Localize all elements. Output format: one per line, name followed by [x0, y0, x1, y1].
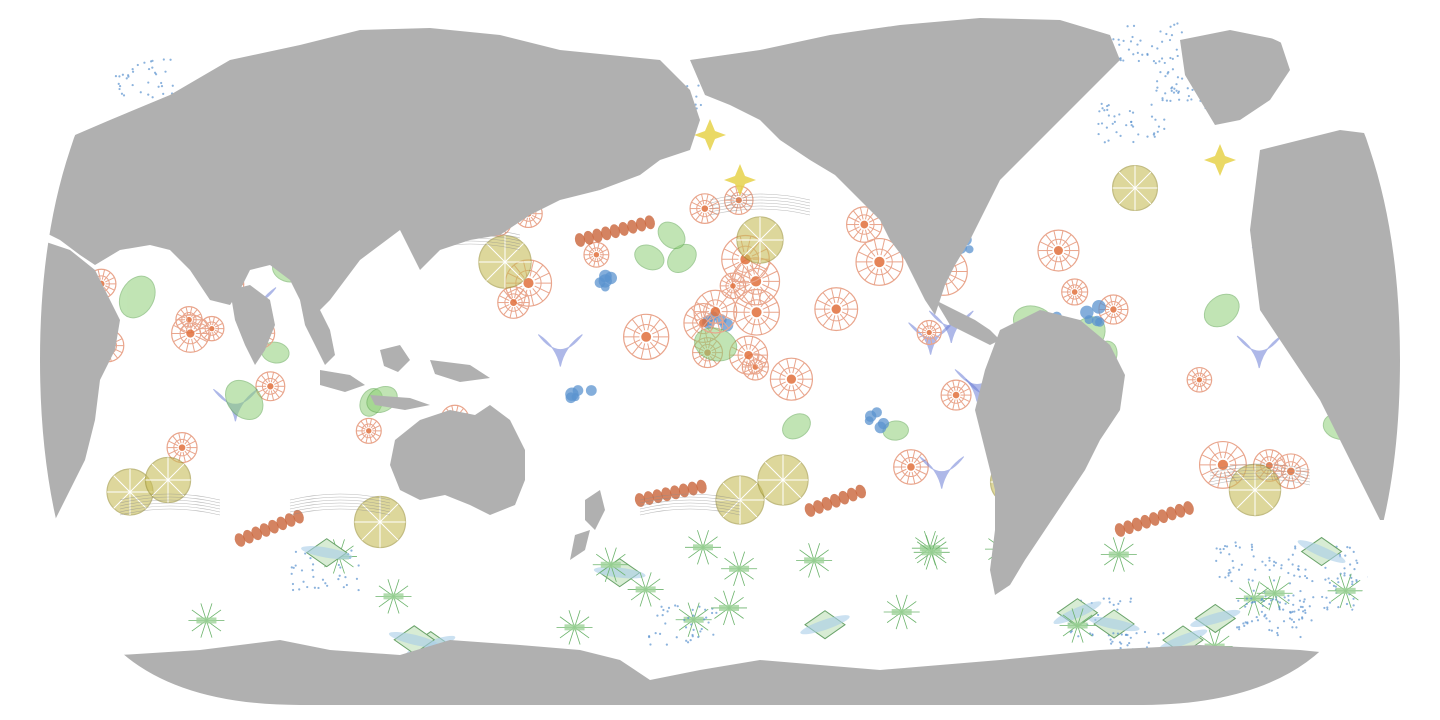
radiolarian-icon	[855, 237, 904, 286]
africa-landmass	[40, 240, 120, 520]
copepod-icon	[711, 590, 748, 626]
coccolith-cluster-icon	[1080, 299, 1106, 327]
radiolarian-icon	[355, 417, 382, 444]
dinoflagellate-icon	[1190, 603, 1241, 634]
radiolarian-icon	[583, 241, 610, 268]
radiolarian-icon	[623, 313, 670, 360]
stipple-dots	[1097, 102, 1166, 144]
south-america-landmass	[975, 310, 1125, 595]
copepod-icon	[1059, 608, 1096, 643]
radiolarian-icon	[916, 319, 942, 346]
copepod-icon	[375, 579, 412, 614]
radiolarian-icon	[846, 206, 883, 243]
europe-africa-landmass	[1250, 130, 1400, 520]
dinoflagellate-icon	[1297, 536, 1346, 567]
stipple-dots	[1215, 541, 1283, 583]
greenland-landmass	[1180, 30, 1290, 125]
diatom-icon	[225, 379, 264, 421]
radiolarian-icon	[1098, 294, 1129, 325]
diatom-icon	[782, 413, 811, 440]
sketch-lines-icon	[119, 493, 221, 516]
radiolarian-icon	[689, 193, 721, 224]
centric-diatom-disc-icon	[353, 495, 407, 549]
india-landmass	[230, 285, 275, 365]
radiolarian-icon	[255, 371, 286, 402]
chain-diatom-icon	[1114, 501, 1194, 537]
pteropod-icon	[919, 456, 965, 489]
radiolarian-icon	[893, 449, 929, 485]
radiolarian-icon	[940, 379, 972, 411]
stipple-dots	[1112, 22, 1183, 65]
coccolith-cluster-icon	[594, 269, 618, 292]
centric-diatom-disc-icon	[144, 456, 192, 504]
dinoflagellate-icon	[301, 538, 353, 568]
coccolith-cluster-icon	[864, 407, 890, 434]
sketch-lines-icon	[639, 493, 741, 516]
centric-diatom-disc-icon	[736, 216, 784, 264]
antarctica-landmass	[40, 640, 1400, 705]
copepod-icon	[556, 610, 593, 645]
central-america-landmass	[935, 300, 1000, 345]
diatom-icon	[657, 221, 686, 250]
chain-diatom-icon	[804, 484, 867, 517]
radiolarian-icon	[199, 315, 225, 342]
copepod-icon	[721, 551, 758, 587]
north-america-landmass	[690, 18, 1120, 315]
sketch-lines-icon	[289, 493, 391, 516]
eurasia-landmass	[40, 28, 700, 320]
copepod-icon	[592, 547, 629, 583]
sparkle-diatom-icon	[724, 164, 756, 196]
dinoflagellate-icon	[388, 625, 440, 655]
dinoflagellate-icon	[1053, 598, 1102, 628]
radiolarian-icon	[1186, 366, 1213, 393]
diatom-icon	[667, 243, 697, 273]
sketch-lines-icon	[709, 193, 811, 216]
radiolarian-icon	[814, 287, 859, 332]
centric-diatom-disc-icon	[478, 235, 532, 289]
centric-diatom-disc-icon	[1111, 164, 1159, 212]
copepod-icon	[684, 530, 721, 565]
land-masses	[40, 18, 1400, 705]
diatom-icon	[694, 327, 738, 362]
centric-diatom-disc-icon	[106, 468, 154, 516]
sparkle-diatom-icon	[694, 119, 726, 151]
diatom-icon	[1203, 293, 1240, 328]
radiolarian-icon	[693, 289, 738, 334]
centric-diatom-disc-icon	[1228, 463, 1282, 517]
pteropod-icon	[1236, 335, 1282, 369]
dinoflagellate-icon	[800, 610, 850, 640]
copepod-icon	[796, 543, 833, 578]
pteropod-icon	[537, 334, 583, 367]
diatom-icon	[634, 244, 665, 271]
diatom-icon	[118, 275, 156, 319]
radiolarian-icon	[769, 357, 814, 401]
radiolarian-icon	[1037, 229, 1080, 272]
sketch-lines-icon	[1209, 463, 1311, 486]
southeast-asia-landmass	[300, 300, 335, 365]
australia-landmass	[390, 405, 525, 515]
japan-landmass	[420, 175, 455, 240]
dinoflagellate-icon	[1088, 609, 1140, 639]
copepod-icon	[913, 535, 950, 570]
copepod-icon	[1327, 573, 1364, 609]
copepod-icon	[1256, 576, 1293, 611]
copepod-icon	[627, 572, 664, 607]
copepod-icon	[1100, 537, 1137, 572]
radiolarian-icon	[1061, 278, 1089, 306]
sparkle-diatom-icon	[1204, 144, 1236, 176]
coccolith-cluster-icon	[565, 385, 597, 404]
radiolarian-icon	[171, 314, 210, 353]
indonesia-landmass	[320, 345, 490, 410]
chain-diatom-icon	[234, 509, 304, 547]
chain-diatom-icon	[574, 215, 655, 247]
centric-diatom-disc-icon	[757, 454, 809, 506]
copepod-icon	[883, 594, 920, 630]
new-zealand-landmass	[570, 490, 605, 560]
stipple-dots	[1236, 597, 1306, 639]
copepod-icon	[188, 603, 225, 638]
radiolarian-icon	[733, 288, 780, 336]
